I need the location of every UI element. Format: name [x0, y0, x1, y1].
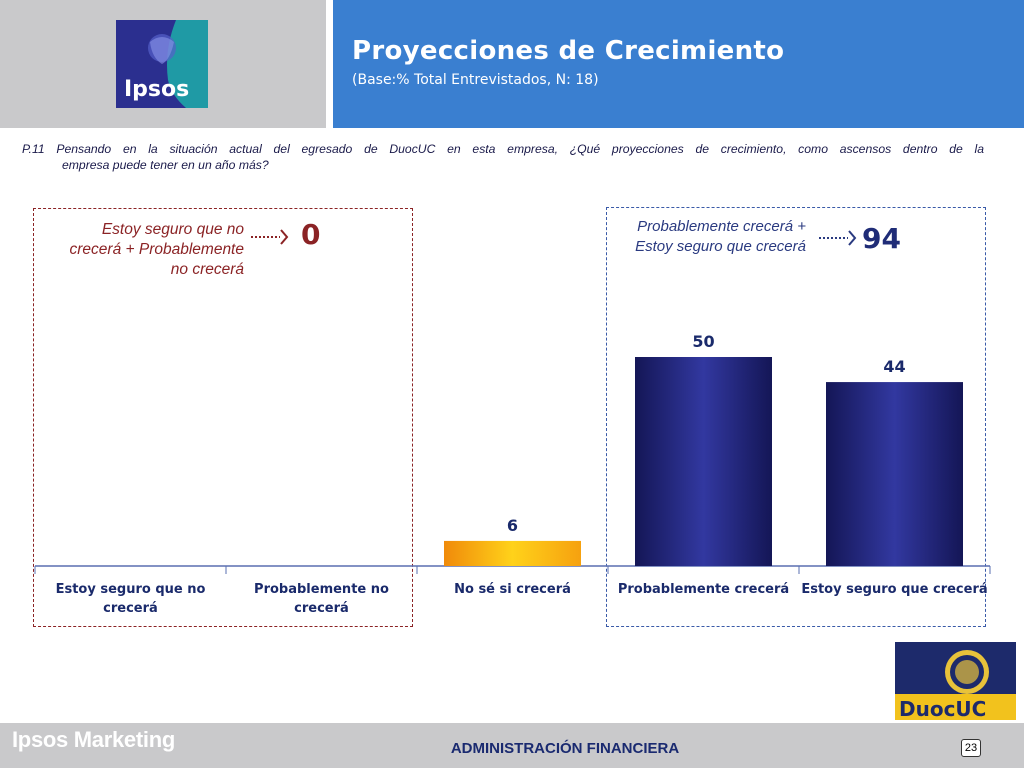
x-tick-label: Probablemente no: [254, 582, 389, 597]
negative-summary-label: Estoy seguro que no crecerá + Probableme…: [40, 220, 244, 280]
ipsos-logo: Ipsos: [116, 20, 208, 108]
positive-group-box: [606, 207, 986, 627]
ipsos-logo-text: Ipsos: [124, 77, 189, 102]
data-label: 50: [692, 332, 714, 351]
positive-summary-line: Probablemente crecerá +: [637, 218, 806, 235]
x-tick-label: crecerá: [294, 601, 349, 616]
x-tick-label: No sé si crecerá: [454, 582, 571, 597]
bar: [635, 357, 772, 566]
x-tick-label: Estoy seguro que crecerá: [801, 582, 987, 597]
footer-brand: Ipsos Marketing: [12, 727, 175, 752]
negative-summary-line: no crecerá: [170, 261, 244, 278]
header-right-panel: [333, 0, 1024, 128]
survey-question: P.11 Pensando en la situación actual del…: [22, 141, 984, 173]
data-label: 6: [507, 516, 518, 535]
footer-section-title: ADMINISTRACIÓN FINANCIERA: [450, 740, 680, 757]
x-tick-label: Estoy seguro que no: [56, 582, 206, 597]
page-subtitle: (Base:% Total Entrevistados, N: 18): [352, 72, 599, 88]
arrow-right-icon: [251, 229, 289, 245]
question-line-1: P.11 Pensando en la situación actual del…: [22, 142, 984, 156]
negative-summary-line: crecerá + Probablemente: [69, 241, 244, 258]
negative-summary-line: Estoy seguro que no: [101, 221, 244, 238]
positive-summary-label: Probablemente crecerá + Estoy seguro que…: [606, 217, 806, 257]
footer-bar: [0, 723, 1024, 768]
positive-summary-line: Estoy seguro que crecerá: [635, 238, 806, 255]
duocuc-logo: DuocUC: [895, 642, 1016, 720]
bar: [444, 540, 581, 566]
duocuc-logo-text: DuocUC: [899, 697, 986, 720]
page-title: Proyecciones de Crecimiento: [352, 36, 785, 66]
x-tick-label: Probablemente crecerá: [618, 582, 789, 597]
question-line-2: empresa puede tener en un año más?: [62, 158, 269, 172]
data-label: 44: [883, 357, 905, 376]
bar: [826, 382, 963, 566]
page-number: 23: [961, 739, 981, 757]
negative-summary-value: 0: [301, 218, 321, 251]
negative-group-box: [33, 208, 413, 627]
arrow-right-icon: [819, 230, 857, 246]
x-tick-label: crecerá: [103, 601, 158, 616]
positive-summary-value: 94: [862, 222, 901, 255]
